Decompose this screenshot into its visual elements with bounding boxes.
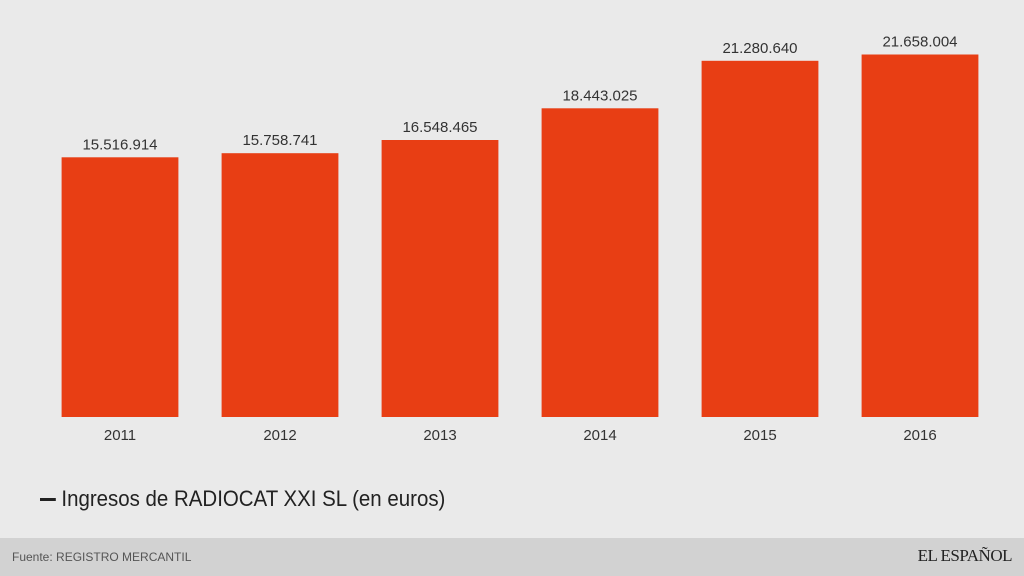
x-tick-label-2015: 2015 bbox=[743, 427, 776, 444]
legend-swatch bbox=[40, 497, 56, 501]
footer: Fuente: REGISTRO MERCANTIL EL ESPAÑOL bbox=[0, 538, 1024, 576]
bar-2012 bbox=[221, 153, 339, 417]
bar-2011 bbox=[61, 157, 179, 418]
source-text: Fuente: REGISTRO MERCANTIL bbox=[12, 550, 192, 564]
bar-chart: 15.516.914 2011 15.758.741 2012 16.548.465 20… bbox=[61, 34, 979, 444]
legend: Ingresos de RADIOCAT XXI SL (en euros) bbox=[40, 486, 445, 512]
brand-logo: EL ESPAÑOL bbox=[917, 546, 1013, 565]
x-tick-label-2013: 2013 bbox=[423, 427, 456, 444]
x-tick-label-2011: 2011 bbox=[104, 427, 136, 444]
bar-2015 bbox=[701, 60, 819, 418]
data-label-2014: 18.443.025 bbox=[562, 87, 637, 104]
bar-2014 bbox=[541, 108, 659, 418]
data-label-2016: 21.658.004 bbox=[882, 34, 957, 51]
bar-2013 bbox=[381, 140, 499, 417]
x-tick-label-2012: 2012 bbox=[263, 427, 296, 444]
chart-area: 15.516.914 2011 15.758.741 2012 16.548.465 20… bbox=[61, 34, 979, 444]
bar-2016 bbox=[861, 54, 979, 417]
data-label-2013: 16.548.465 bbox=[402, 119, 477, 136]
legend-label: Ingresos de RADIOCAT XXI SL (en euros) bbox=[61, 486, 446, 511]
x-tick-label-2014: 2014 bbox=[583, 427, 616, 444]
x-tick-label-2016: 2016 bbox=[903, 427, 936, 444]
data-label-2011: 15.516.914 bbox=[82, 136, 157, 153]
data-label-2015: 21.280.640 bbox=[722, 40, 797, 57]
data-label-2012: 15.758.741 bbox=[242, 132, 317, 149]
